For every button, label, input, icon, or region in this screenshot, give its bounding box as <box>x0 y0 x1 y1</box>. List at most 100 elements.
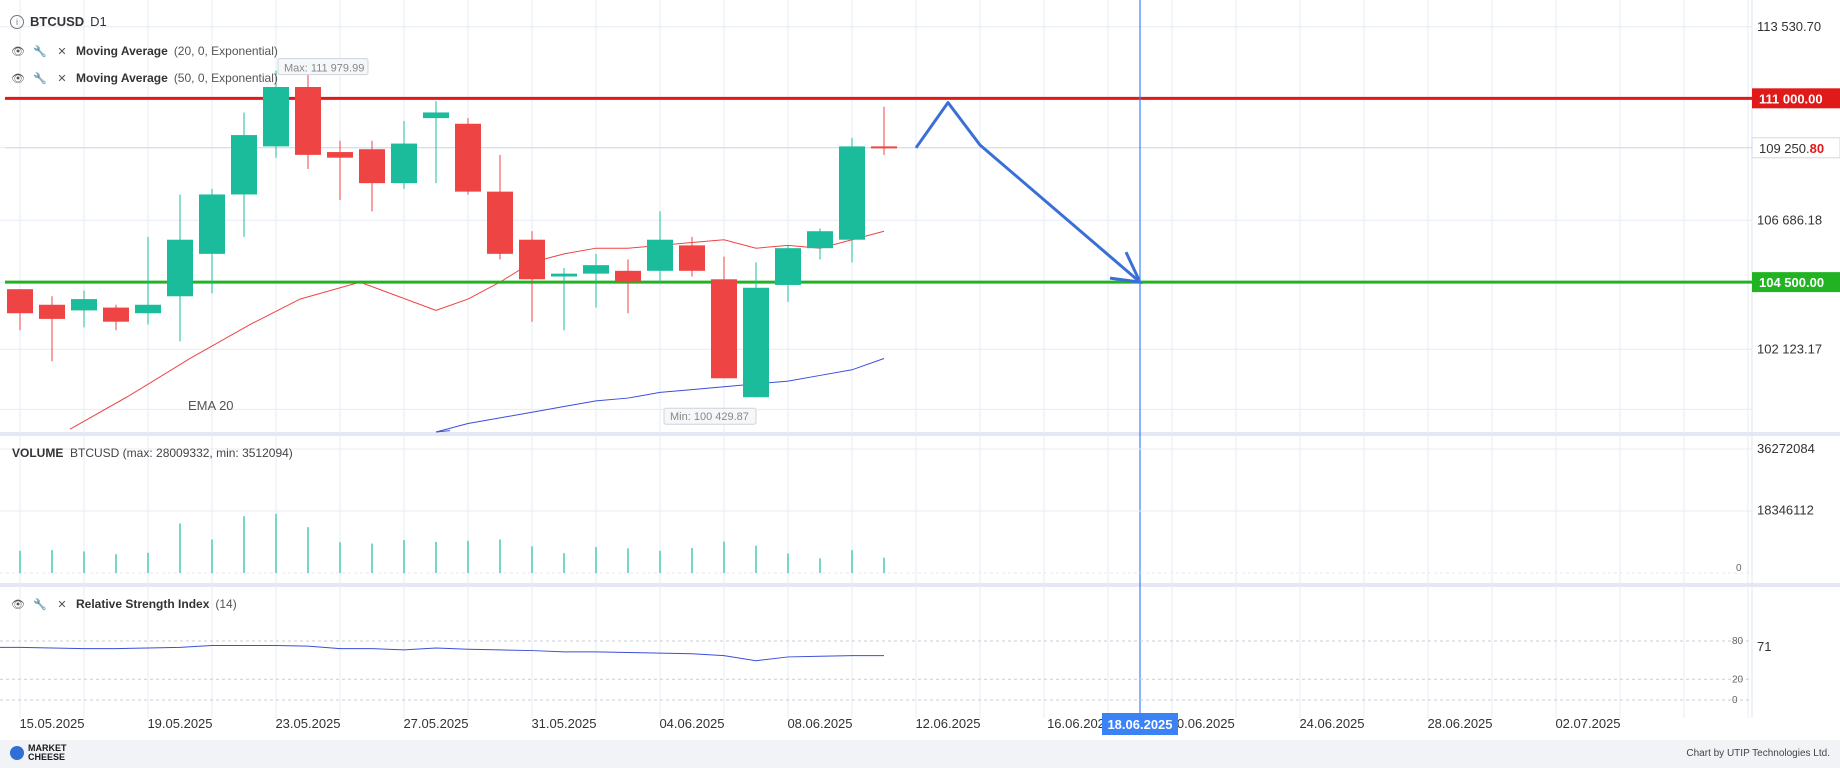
resistance-price-tag: 111 000.00 <box>1759 91 1823 106</box>
crosshair-date-label: 18.06.2025 <box>1107 717 1172 732</box>
candle-body <box>199 194 225 254</box>
x-tick-label: 12.06.2025 <box>915 716 980 731</box>
candle-body <box>551 273 577 277</box>
volume-title: VOLUME BTCUSD (max: 28009332, min: 35120… <box>12 446 293 460</box>
indicator-row-rsi: 👁 🔧 ✕ Relative Strength Index (14) <box>10 596 237 612</box>
eye-icon[interactable]: 👁 <box>11 598 25 611</box>
min-label-box <box>663 407 757 425</box>
ema50-line <box>435 358 885 433</box>
indicator-params: (20, 0, Exponential) <box>173 44 278 58</box>
indicator-row-ma20: 👁 🔧 ✕ Moving Average (20, 0, Exponential… <box>10 43 278 59</box>
candle-body <box>327 152 353 158</box>
logo-text-top: MARKET <box>28 743 67 753</box>
crosshair-date-bg <box>1102 713 1178 735</box>
support-price-tag-bg <box>1752 272 1840 293</box>
x-tick-label: 02.07.2025 <box>1555 716 1620 731</box>
candle-body <box>455 123 481 192</box>
rsi-line <box>19 644 884 662</box>
candle-body <box>167 239 193 297</box>
close-icon[interactable]: ✕ <box>57 598 67 611</box>
candle-body <box>71 299 97 311</box>
candle-body <box>295 87 321 155</box>
footer-bar: MARKET CHEESE Chart by UTIP Technologies … <box>0 740 1840 768</box>
candle-body <box>263 87 289 147</box>
candle-body <box>231 135 257 195</box>
eye-icon[interactable]: 👁 <box>11 45 25 58</box>
projection-arrow <box>914 101 1141 284</box>
candle-body <box>871 146 897 149</box>
candle-body <box>103 307 129 322</box>
x-tick-label: 24.06.2025 <box>1299 716 1364 731</box>
candle-body <box>807 231 833 249</box>
last-price-tag: 109 250.80 <box>1759 141 1824 156</box>
candle-body <box>583 265 609 274</box>
candle-body <box>679 245 705 271</box>
indicator-params: (14) <box>215 597 237 611</box>
candle-body <box>839 146 865 240</box>
candle-body <box>391 143 417 184</box>
candle-body <box>7 289 33 314</box>
x-tick-label: 16.06.202 <box>1047 716 1105 731</box>
last-price-tag-bg <box>1751 137 1840 159</box>
candle-body <box>359 149 385 184</box>
candle-body <box>39 304 65 319</box>
indicator-row-ma50: 👁 🔧 ✕ Moving Average (50, 0, Exponential… <box>10 70 278 86</box>
pane-separator <box>0 583 1840 587</box>
indicator-name: Relative Strength Index <box>76 597 210 611</box>
candle-body <box>487 191 513 254</box>
candle-body <box>615 270 641 283</box>
candle-body <box>423 112 449 119</box>
ema50-line-tail <box>435 430 451 433</box>
indicator-name: Moving Average <box>76 44 168 58</box>
x-tick-label: .0.06.2025 <box>1173 716 1234 731</box>
x-tick-label: 23.05.2025 <box>275 716 340 731</box>
logo-icon <box>10 746 24 760</box>
wrench-icon[interactable]: 🔧 <box>33 45 47 58</box>
eye-icon[interactable]: 👁 <box>11 72 25 85</box>
candle-body <box>135 304 161 314</box>
x-tick-label: 19.05.2025 <box>147 716 212 731</box>
volume-subtitle: BTCUSD (max: 28009332, min: 3512094) <box>70 446 293 460</box>
min-label: Min: 100 429.87 <box>670 411 749 423</box>
x-tick-label: 27.05.2025 <box>403 716 468 731</box>
resistance-price-tag-bg <box>1752 88 1840 109</box>
price-tick-label: 102 123.17 <box>1757 341 1822 356</box>
close-icon[interactable]: ✕ <box>57 45 67 58</box>
x-tick-label: 04.06.2025 <box>659 716 724 731</box>
candle-body <box>711 279 737 379</box>
info-icon[interactable]: i <box>10 14 24 29</box>
max-label: Max: 111 979.99 <box>284 63 364 75</box>
wrench-icon[interactable]: 🔧 <box>33 72 47 85</box>
x-tick-label: 31.05.2025 <box>531 716 596 731</box>
ema-label: EMA 20 <box>188 398 234 413</box>
wrench-icon[interactable]: 🔧 <box>33 598 47 611</box>
x-tick-label: 28.06.2025 <box>1427 716 1492 731</box>
close-icon[interactable]: ✕ <box>57 72 67 85</box>
chart-credit: Chart by UTIP Technologies Ltd. <box>1686 748 1830 759</box>
logo-text-bottom: CHEESE <box>28 752 66 762</box>
candle-body <box>775 248 801 285</box>
symbol-header: i BTCUSD D1 <box>10 14 107 29</box>
rsi-level-label: 80 <box>1732 636 1744 647</box>
price-tick-label: 106 686.18 <box>1757 212 1822 227</box>
price-tick-label: 113 530.70 <box>1757 19 1821 34</box>
pane-separator <box>0 432 1840 436</box>
candle-body <box>519 239 545 280</box>
last-price-tag-suffix: 80 <box>1810 141 1824 156</box>
x-tick-label: 08.06.2025 <box>787 716 852 731</box>
indicator-name: Moving Average <box>76 71 168 85</box>
candle-body <box>647 239 673 271</box>
rsi-level-label: 0 <box>1732 695 1738 706</box>
timeframe-label: D1 <box>90 14 107 29</box>
volume-label: VOLUME <box>12 446 64 460</box>
support-price-tag: 104 500.00 <box>1759 275 1824 290</box>
volume-tick-label: 18346112 <box>1757 502 1814 517</box>
brand-logo[interactable]: MARKET CHEESE <box>10 744 67 762</box>
x-tick-label: 15.05.2025 <box>19 716 84 731</box>
volume-tick-label: 0 <box>1736 563 1742 574</box>
symbol-name: BTCUSD <box>30 14 85 29</box>
volume-tick-label: 36272084 <box>1757 441 1815 456</box>
ema20-line-tail <box>69 281 437 430</box>
max-label-box <box>277 58 369 76</box>
